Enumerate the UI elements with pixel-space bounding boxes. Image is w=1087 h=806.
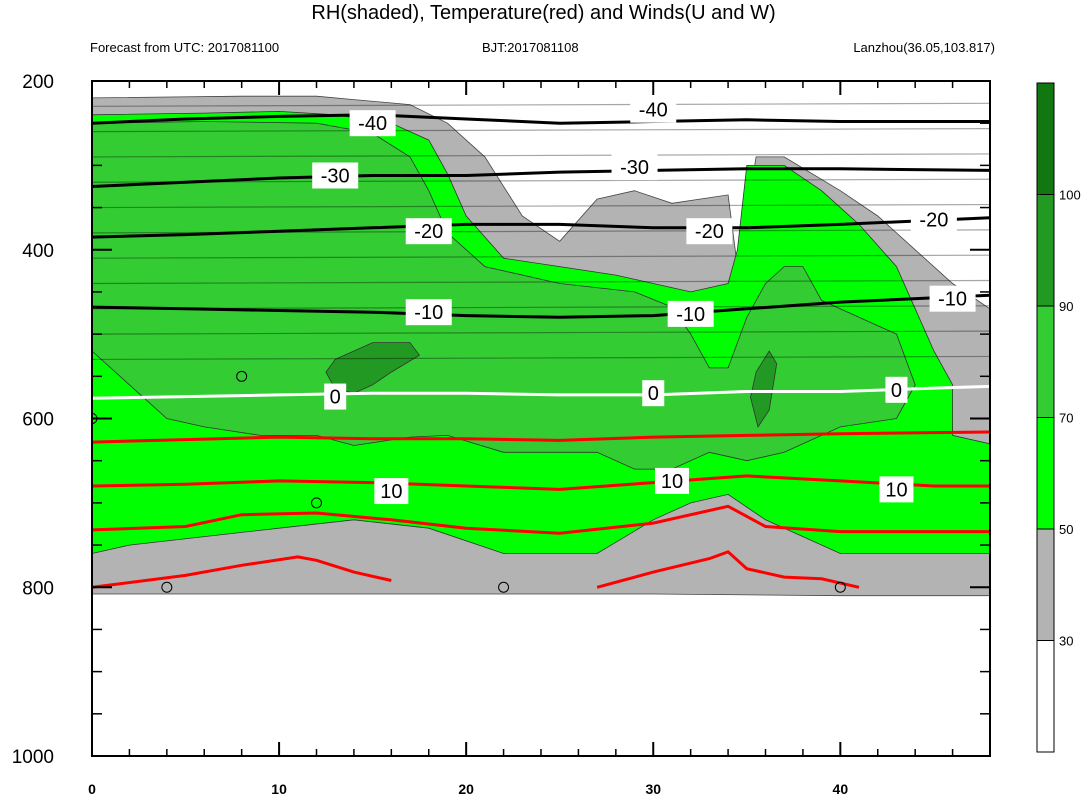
contour-label-bg (879, 476, 914, 503)
contour-minor-line (92, 305, 990, 310)
contour-label: -40 (639, 100, 668, 122)
contour-label: 10 (661, 471, 683, 493)
y-tick-label: 200 (22, 72, 54, 93)
contour-label-bg (374, 478, 409, 505)
rh-region-90-100 (325, 342, 420, 394)
contour-label-bg (910, 206, 957, 233)
temp-contour-line (92, 430, 990, 444)
contour-label-bg (349, 110, 396, 137)
x-tick-label: 10 (271, 781, 287, 797)
contour-label: 0 (891, 380, 902, 402)
contour-label-bg (642, 380, 665, 407)
contour-label: -20 (919, 209, 948, 231)
contour-label-bg (611, 154, 658, 181)
y-tick-label: 600 (22, 410, 54, 431)
colorbar-bin (1036, 528, 1055, 641)
contour-label: -10 (414, 302, 443, 324)
contour-label-bg (312, 162, 359, 189)
contour-label-bg (405, 218, 452, 245)
contour-label: -10 (676, 304, 705, 326)
wind-calm-marker (498, 581, 510, 593)
contour-label: -10 (938, 289, 967, 311)
contour-label-bg (686, 218, 733, 245)
contour-label: 0 (330, 387, 341, 409)
temp-contour-line (92, 113, 990, 125)
temp-contour-line (596, 550, 860, 589)
temp-contour-line (92, 216, 990, 239)
contour-label: -20 (695, 221, 724, 243)
colorbar-label: 50 (1059, 522, 1073, 537)
rh-region-70-90 (92, 121, 916, 470)
contour-label-bg (324, 383, 347, 410)
y-tick-label: 800 (22, 578, 54, 599)
x-tick-label: 30 (645, 781, 661, 797)
chart-title: RH(shaded), Temperature(red) and Winds(U… (311, 2, 776, 24)
colorbar-label: 70 (1059, 411, 1073, 426)
contour-label-bg (654, 467, 689, 494)
colorbar-bin (1036, 82, 1055, 195)
contour-minor-line (92, 229, 990, 234)
temp-contour-line (92, 555, 392, 589)
contour-minor-line (92, 330, 990, 335)
wind-calm-marker (161, 581, 173, 593)
colorbar-bin (1036, 194, 1055, 307)
colorbar-label: 30 (1059, 634, 1073, 649)
contour-minor-line (92, 128, 990, 133)
contour-minor-line (92, 203, 990, 209)
colorbar-bin (1036, 417, 1055, 530)
contour-label-bg (885, 376, 908, 403)
contour-minor-line (92, 254, 990, 259)
colorbar-bin (1036, 305, 1055, 418)
contour-label: 0 (648, 383, 659, 405)
contour-label: -30 (321, 166, 350, 188)
y-tick-label: 1000 (12, 747, 54, 768)
temp-contour-line (92, 384, 990, 400)
x-tick-label: 40 (833, 781, 849, 797)
temp-contour-line (92, 167, 990, 188)
contour-minor-line (92, 153, 990, 158)
center-subtitle: BJT:2017081108 (482, 40, 579, 55)
temp-contour-line (92, 474, 990, 491)
colorbar-bin (1036, 640, 1055, 753)
contour-minor-line (92, 355, 990, 361)
contour-minor-line (92, 178, 990, 183)
left-subtitle: Forecast from UTC: 2017081100 (90, 40, 280, 55)
y-tick-label: 400 (22, 241, 54, 262)
temp-contour-line (92, 293, 990, 319)
contour-label: -20 (414, 221, 443, 243)
colorbar-label: 90 (1059, 299, 1073, 314)
contour-label: 10 (380, 481, 402, 503)
right-subtitle: Lanzhou(36.05,103.817) (853, 40, 995, 55)
x-tick-label: 20 (458, 781, 474, 797)
contour-label-bg (667, 300, 714, 327)
wind-calm-marker (236, 370, 248, 382)
temp-contour-line (92, 504, 990, 535)
contour-minor-line (92, 279, 990, 285)
x-tick-label: 0 (88, 781, 96, 797)
colorbar-label: 100 (1059, 188, 1081, 203)
wind-calm-marker (311, 497, 322, 509)
rh-region-90-100-b (750, 350, 778, 428)
contour-label-bg (405, 299, 452, 326)
contour-label: 10 (885, 479, 907, 501)
contour-label: -30 (620, 157, 649, 179)
wind-calm-marker (834, 581, 846, 593)
contour-minor-line (92, 102, 990, 107)
contour-label-bg (929, 285, 976, 312)
contour-label-bg (630, 96, 677, 123)
contour-label: -40 (358, 113, 387, 135)
